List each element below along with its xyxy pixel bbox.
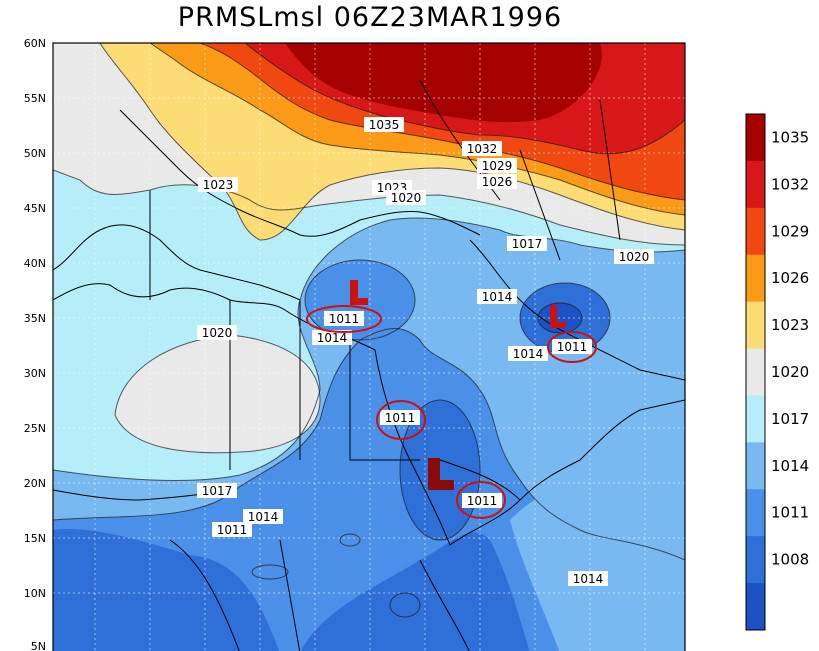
- low-marker-iran: 1011: [547, 305, 597, 363]
- annotation-circle: [306, 305, 382, 333]
- legend-swatch: [746, 348, 765, 396]
- legend-label: 1032: [771, 175, 809, 193]
- low-value: 1011: [557, 340, 588, 354]
- contour-labels: 1035 1032 1029 1026 1023 1023 1020 1017 …: [197, 117, 654, 586]
- lat-label: 35N: [24, 312, 46, 325]
- svg-text:1020: 1020: [202, 326, 233, 340]
- legend-swatch: [746, 536, 765, 584]
- legend-label: 1023: [771, 316, 809, 334]
- contour-label: 1014: [312, 330, 352, 345]
- contour-label: 1017: [197, 483, 237, 498]
- lat-label: 5N: [31, 640, 46, 651]
- lat-label: 40N: [24, 257, 46, 270]
- lat-label: 60N: [24, 37, 46, 50]
- svg-text:1014: 1014: [248, 510, 279, 524]
- field-1020-sahara: [115, 335, 320, 453]
- contour-label: 1014: [508, 346, 548, 361]
- legend-swatch: [746, 301, 765, 350]
- contour-label: 1014: [477, 289, 517, 304]
- legend-label: 1011: [771, 504, 809, 522]
- lat-label: 55N: [24, 92, 46, 105]
- low-pocket-east-africa: [301, 532, 530, 651]
- legend-frame: [745, 113, 766, 631]
- svg-text:1035: 1035: [369, 118, 400, 132]
- contour-label: 1035: [364, 117, 404, 132]
- contour-label: 1014: [568, 571, 608, 586]
- isobars: [53, 43, 685, 618]
- annotation-egypt: 1011: [376, 400, 426, 440]
- contour-label: 1023: [198, 177, 238, 192]
- legend-swatch: [746, 114, 765, 162]
- svg-text:1026: 1026: [482, 175, 513, 189]
- contour-label: 1020: [197, 325, 237, 340]
- legend-swatch: [746, 442, 765, 490]
- low-marker-red-sea: 1011: [428, 458, 506, 519]
- low-value: 1011: [329, 312, 360, 326]
- contour-label: 1017: [507, 236, 547, 251]
- contour-label: 1020: [386, 190, 426, 205]
- legend-swatch: [746, 160, 765, 209]
- legend-swatch: [746, 254, 765, 303]
- legend-label: 1020: [771, 363, 809, 381]
- field-1014-south: [510, 474, 685, 651]
- legend-label: 1014: [771, 457, 809, 475]
- annotation-circle: [376, 400, 426, 440]
- svg-text:1017: 1017: [202, 484, 233, 498]
- svg-text:1011: 1011: [217, 523, 248, 537]
- contour-label: 1026: [477, 174, 517, 189]
- lat-label: 20N: [24, 477, 46, 490]
- svg-text:1020: 1020: [391, 191, 422, 205]
- annotation-circle: [456, 481, 506, 519]
- lat-label: 50N: [24, 147, 46, 160]
- annotation-circle: [547, 331, 597, 363]
- legend-swatch: [746, 489, 765, 537]
- svg-text:1017: 1017: [512, 237, 543, 251]
- legend: 1035 1032 1029 1026 1023 1020 1017 1014 1011 1008: [745, 113, 809, 631]
- legend-label: 1029: [771, 222, 809, 240]
- map-frame: [52, 42, 686, 651]
- low-marker-mediterranean: 1011: [306, 280, 382, 333]
- legend-label: 1035: [771, 128, 809, 146]
- legend-swatch: [746, 207, 765, 256]
- svg-text:1014: 1014: [317, 331, 348, 345]
- low-markers: 1011 1011 1011 1011: [306, 280, 597, 519]
- contour-label: 1020: [614, 249, 654, 264]
- legend-swatch: [746, 395, 765, 443]
- svg-text:1014: 1014: [513, 347, 544, 361]
- contour-label: 1014: [243, 509, 283, 524]
- legend-swatch: [746, 583, 765, 631]
- contour-label: 1011: [212, 522, 252, 537]
- svg-text:1020: 1020: [619, 250, 650, 264]
- field-1035: [285, 43, 602, 123]
- lat-label: 25N: [24, 422, 46, 435]
- svg-text:1023: 1023: [203, 178, 234, 192]
- lat-label: 15N: [24, 532, 46, 545]
- low-value: 1011: [467, 494, 498, 508]
- contour-label: 1029: [477, 158, 517, 173]
- lat-label: 30N: [24, 367, 46, 380]
- svg-text:1014: 1014: [573, 572, 604, 586]
- svg-text:1014: 1014: [482, 290, 513, 304]
- legend-label: 1017: [771, 410, 809, 428]
- latitude-labels: 60N 55N 50N 45N 40N 35N 30N 25N 20N 15N …: [24, 37, 46, 651]
- contour-label: 1032: [462, 141, 502, 156]
- lat-label: 10N: [24, 587, 46, 600]
- svg-text:1029: 1029: [482, 159, 513, 173]
- circled-value: 1011: [385, 411, 416, 425]
- legend-label: 1026: [771, 269, 809, 287]
- legend-label: 1008: [771, 551, 809, 569]
- svg-text:1032: 1032: [467, 142, 498, 156]
- map-title: PRMSLmsl 06Z23MAR1996: [177, 2, 563, 33]
- low-pocket-west-africa: [53, 529, 280, 651]
- lat-label: 45N: [24, 202, 46, 215]
